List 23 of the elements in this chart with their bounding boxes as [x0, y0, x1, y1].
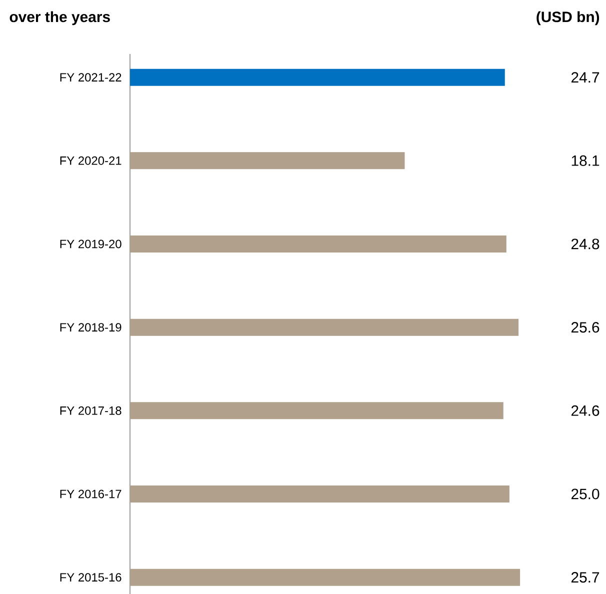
bar — [130, 68, 505, 86]
data-label: 18.1 — [572, 155, 600, 166]
data-label: 24.6 — [571, 405, 600, 416]
y-tick-label: FY 2017-18 — [60, 406, 122, 415]
bar — [130, 318, 519, 336]
bar — [130, 235, 506, 252]
y-tick-label: FY 2015-16 — [60, 573, 122, 582]
y-tick-label: FY 2021-22 — [60, 73, 122, 82]
data-label: 25.7 — [571, 572, 600, 583]
bar — [130, 152, 405, 170]
data-label: 24.8 — [571, 238, 600, 250]
bar — [130, 402, 504, 420]
text: (USD bn) — [536, 11, 600, 26]
bar — [130, 485, 510, 502]
y-tick-label: FY 2019-20 — [60, 240, 122, 248]
y-tick-label: FY 2020-21 — [60, 156, 122, 165]
data-label: 24.7 — [571, 72, 600, 83]
bar — [130, 568, 520, 586]
chart-title: over the years — [10, 11, 110, 26]
y-tick-label: FY 2018-19 — [60, 323, 122, 332]
data-label: 25.0 — [571, 488, 600, 500]
data-label: 25.6 — [571, 322, 600, 333]
y-tick-label: FY 2016-17 — [60, 490, 122, 498]
